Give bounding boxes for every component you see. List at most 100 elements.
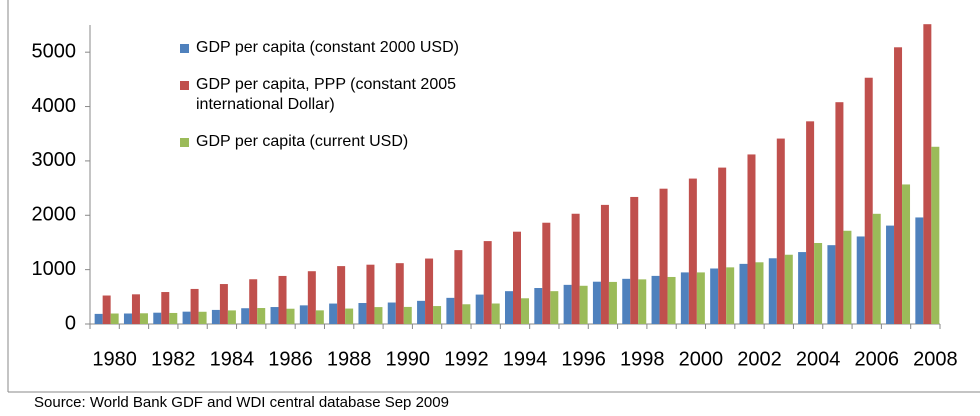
- bar: [366, 264, 375, 324]
- bar: [286, 308, 295, 324]
- x-tick-label: 2006: [854, 348, 899, 370]
- y-tick-label: 5000: [32, 40, 77, 62]
- bar: [856, 236, 865, 324]
- bar: [345, 308, 354, 324]
- y-tick-label: 2000: [32, 204, 77, 226]
- bar: [395, 263, 404, 324]
- y-tick-label: 0: [65, 312, 76, 334]
- bar: [315, 310, 324, 324]
- bar: [491, 303, 500, 324]
- bar: [776, 138, 785, 324]
- bar: [894, 47, 903, 324]
- bar: [630, 196, 639, 324]
- bar: [417, 300, 426, 324]
- bar: [638, 279, 647, 324]
- bar: [270, 307, 279, 324]
- bar: [923, 24, 932, 325]
- bar: [513, 231, 521, 324]
- bar: [337, 266, 346, 324]
- bar: [872, 213, 881, 324]
- bar: [505, 291, 513, 324]
- bar: [241, 308, 250, 324]
- bar: [534, 288, 543, 324]
- bar: [387, 302, 396, 324]
- bar: [886, 225, 895, 324]
- legend-label: GDP per capita (constant 2000 USD): [196, 39, 459, 56]
- bar: [249, 279, 258, 324]
- bar: [110, 313, 119, 324]
- bar: [608, 281, 617, 324]
- bar: [521, 298, 529, 324]
- bar: [622, 278, 631, 324]
- bar: [696, 272, 705, 324]
- x-tick-label: 1994: [503, 348, 548, 370]
- bar: [462, 304, 471, 324]
- bar: [219, 284, 228, 324]
- bar: [257, 308, 266, 324]
- bar: [182, 311, 191, 324]
- bar: [688, 178, 697, 324]
- bar: [433, 306, 442, 324]
- bar: [131, 294, 140, 324]
- legend-label: GDP per capita (current USD): [196, 133, 409, 150]
- y-tick-label: 3000: [32, 149, 77, 171]
- x-tick-label: 1982: [151, 348, 196, 370]
- bar: [169, 312, 178, 324]
- bar: [579, 285, 588, 324]
- bar: [446, 297, 455, 324]
- bar: [94, 313, 103, 324]
- bar: [710, 268, 719, 324]
- legend-swatch: [180, 81, 189, 90]
- bar: [659, 188, 668, 324]
- bar: [358, 303, 367, 324]
- x-tick-label: 1990: [386, 348, 431, 370]
- x-tick-label: 1984: [210, 348, 255, 370]
- legend-label: GDP per capita, PPP (constant 2005 inter…: [196, 76, 457, 113]
- bar: [814, 242, 823, 324]
- bar: [299, 305, 308, 324]
- bar: [726, 267, 735, 324]
- x-tick-label: 2000: [679, 348, 724, 370]
- legend-swatch: [180, 138, 189, 147]
- bar: [374, 307, 383, 324]
- y-tick-label: 4000: [32, 95, 77, 117]
- bar: [592, 281, 601, 324]
- bar: [827, 245, 836, 324]
- bar: [784, 254, 793, 324]
- x-tick-label: 1992: [444, 348, 489, 370]
- bar: [307, 271, 316, 324]
- bar: [483, 241, 492, 324]
- bar: [329, 303, 338, 324]
- bar: [454, 250, 463, 324]
- bar: [102, 295, 111, 324]
- bar: [550, 291, 559, 324]
- legend-entry: GDP per capita (current USD): [180, 132, 480, 152]
- bar: [139, 313, 148, 324]
- bar: [571, 213, 580, 324]
- bar: [747, 154, 756, 324]
- bar: [739, 263, 748, 324]
- x-tick-label: 1988: [327, 348, 372, 370]
- x-tick-label: 1996: [561, 348, 606, 370]
- bar: [563, 284, 572, 324]
- bar: [403, 306, 412, 324]
- x-tick-label: 2008: [913, 348, 958, 370]
- bar: [198, 311, 207, 324]
- x-tick-label: 1980: [92, 348, 137, 370]
- x-tick-label: 1986: [268, 348, 313, 370]
- legend-entry: GDP per capita (constant 2000 USD): [180, 38, 480, 58]
- bar: [798, 252, 807, 324]
- x-tick-label: 1998: [620, 348, 665, 370]
- bar: [843, 230, 852, 324]
- bar: [915, 217, 924, 324]
- bar: [190, 288, 199, 324]
- bar: [902, 184, 911, 324]
- x-tick-label: 2004: [796, 348, 841, 370]
- bar: [600, 204, 609, 324]
- bar: [278, 275, 287, 324]
- bar: [835, 102, 844, 324]
- bar: [161, 292, 170, 324]
- bar: [768, 258, 777, 324]
